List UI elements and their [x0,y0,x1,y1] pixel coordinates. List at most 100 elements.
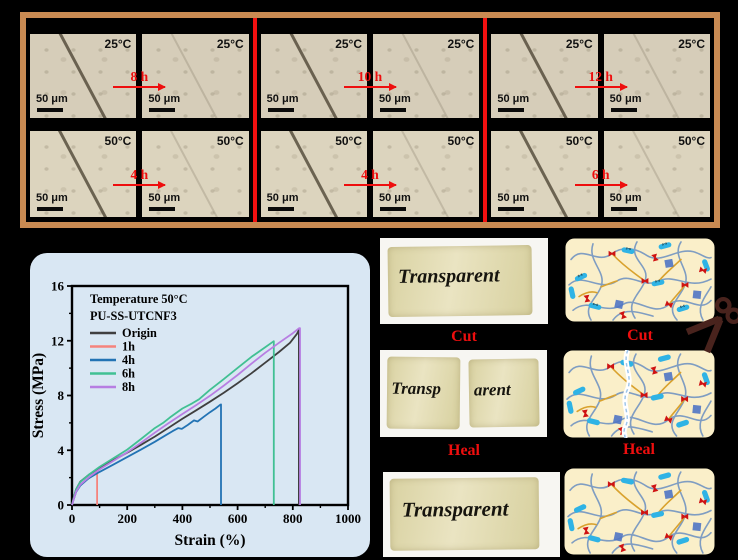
micrograph-after: 50°C 50 μm [142,131,249,217]
ss-bond-label: s-s [660,240,667,246]
series-line-6h [71,340,275,506]
network-diagram-healed [564,468,715,555]
scale-bar [267,206,294,211]
micrograph-group-3: 25°C 50 μm 25°C 50 μm 12 h 50°C 50 μm [487,18,714,222]
scale-bar [380,206,406,211]
heal-label: Heal [623,441,655,458]
group-divider [252,18,257,222]
cut-label: Cut [627,327,653,344]
legend-label-4h: 4h [122,353,135,367]
temperature-label: 50°C [678,134,706,148]
legend-title: PU-SS-UTCNF3 [90,309,177,323]
healing-time-arrow: 12 h [574,69,628,91]
film-piece-right: arent [467,358,540,428]
legend-label-1h: 1h [122,340,135,354]
healing-time-label: 12 h [588,69,613,85]
scale-bar-label: 50 μm [266,93,299,105]
healing-time-label: 6 h [591,167,610,183]
micrograph-group-1: 25°C 50 μm 25°C 50 μm 8 h 50°C 50 μm [26,18,253,222]
micrograph-pair-25c: 25°C 50 μm 25°C 50 μm 10 h [260,34,480,118]
y-tick-label: 0 [58,498,65,513]
micrograph-before: 25°C 50 μm [30,34,137,118]
ss-bond-label: s-s [576,271,584,278]
scale-bar [149,107,176,112]
healing-time-arrow: 6 h [574,167,628,189]
temperature-label: 50°C [565,134,593,148]
scissors-icon [680,293,738,358]
temperature-label: 25°C [678,37,706,51]
temperature-label: 25°C [104,37,132,51]
healing-time-label: 10 h [357,69,383,85]
scale-bar-label: 50 μm [497,93,530,105]
scale-bar-label: 50 μm [497,192,530,204]
micrograph-after: 50°C 50 μm [373,131,480,217]
scale-bar [149,206,176,211]
scale-bar-label: 50 μm [266,192,299,204]
arrow-right-icon [344,180,397,189]
micrograph-after: 25°C 50 μm [373,34,480,118]
film-print-text: arent [473,379,511,400]
temperature-label: 50°C [216,134,244,148]
scale-bar [498,206,525,211]
scale-bar [37,206,63,211]
arrow-right-icon [113,180,167,189]
scale-bar-label: 50 μm [148,93,181,105]
polymer-film: Transparent [389,477,540,551]
micrograph-pair-50c: 50°C 50 μm 50°C 50 μm 4 h [30,131,249,217]
scale-bar [610,206,637,211]
ss-bond-label: s-s [653,278,660,284]
micrograph-pair-25c: 25°C 50 μm 25°C 50 μm 8 h [30,34,249,118]
healing-time-arrow: 10 h [344,69,397,91]
scale-bar-label: 50 μm [36,93,68,105]
stress-strain-chart: 0 200 400 600 800 1000 0 4 8 12 16 Strain (%) Stress… [30,279,361,550]
scale-bar [610,107,637,112]
series-line-8h [71,327,301,506]
scale-bar-label: 50 μm [379,192,411,204]
temperature-label: 25°C [447,37,475,51]
micrograph-after: 25°C 50 μm [603,34,711,118]
film-print-text: Transparent [398,263,501,288]
crack-line [623,350,630,438]
micrograph-before: 25°C 50 μm [260,34,367,118]
legend-title: Temperature 50°C [90,292,187,306]
healing-time-arrow: 8 h [113,69,167,91]
micrograph-before: 50°C 50 μm [260,131,367,217]
micrograph-before: 25°C 50 μm [491,34,598,118]
arrow-right-icon [344,82,397,91]
temperature-label: 50°C [335,134,362,148]
arrow-right-icon [574,180,628,189]
legend-label-8h: 8h [122,380,135,394]
film-print-text: Transp [391,378,441,399]
healing-time-arrow: 4 h [113,167,167,189]
micrograph-pair-25c: 25°C 50 μm 25°C 50 μm 12 h [491,34,711,118]
x-tick-label: 400 [173,511,193,526]
micrograph-before: 50°C 50 μm [491,131,598,217]
scale-bar-label: 50 μm [148,192,181,204]
y-axis-label: Stress (MPa) [30,353,47,438]
temperature-label: 25°C [565,37,593,51]
y-tick-label: 4 [58,443,65,458]
ss-bond-label: s-s [678,303,686,310]
healing-time-label: 4 h [130,167,149,183]
x-axis-label: Strain (%) [174,532,245,549]
y-tick-label: 8 [58,388,65,403]
ss-bond-label: s-s [625,245,632,251]
film-piece-left: Transp [386,356,461,430]
healing-time-label: 4 h [361,167,379,183]
x-tick-label: 600 [228,511,248,526]
x-tick-label: 0 [69,511,76,526]
micrograph-group-2: 25°C 50 μm 25°C 50 μm 10 h 50°C 50 μm [257,18,484,222]
micrograph-after: 25°C 50 μm [142,34,249,118]
film-photo-healed: Transparent [383,472,560,557]
micrograph-before: 50°C 50 μm [30,131,137,217]
ss-bond-label: s-s [592,301,599,307]
micrograph-pair-50c: 50°C 50 μm 50°C 50 μm 6 h [491,131,711,217]
stress-strain-chart-panel: 0 200 400 600 800 1000 0 4 8 12 16 Strain (%) Stress… [30,253,370,557]
healing-time-arrow: 4 h [344,167,397,189]
disulfide-bond-labels: s-s s-s s-s s-s s-s s-s [576,240,686,309]
y-tick-label: 16 [51,279,65,294]
film-photo-original: Transparent [380,238,548,324]
scale-bar [380,107,406,112]
healing-time-label: 8 h [130,69,149,85]
x-tick-label: 200 [117,511,137,526]
